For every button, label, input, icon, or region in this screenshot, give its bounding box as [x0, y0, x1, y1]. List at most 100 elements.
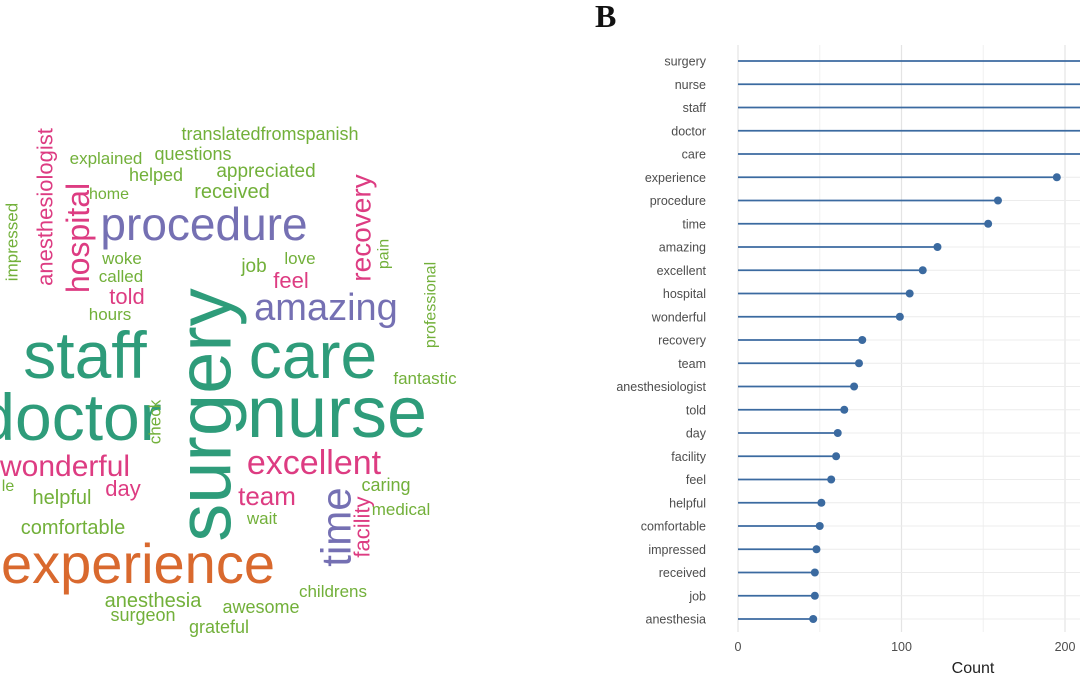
word-job: job [240, 256, 266, 277]
lollipop-point-anesthesiologist [850, 382, 859, 391]
word-anesthesia: anesthesia [105, 590, 203, 612]
category-label-helpful: helpful [669, 496, 706, 510]
word-questions: questions [154, 144, 231, 164]
category-label-amazing: amazing [659, 241, 706, 255]
lollipop-point-impressed [812, 545, 821, 554]
word-care: care [249, 318, 377, 392]
category-label-doctor: doctor [671, 124, 706, 138]
word-woke: woke [101, 249, 142, 268]
category-label-surgery: surgery [664, 55, 706, 69]
lollipop-point-experience [1052, 173, 1061, 182]
category-label-nurse: nurse [675, 78, 706, 92]
lollipop-point-told [840, 405, 849, 414]
word-le: le [2, 478, 15, 495]
word-feel: feel [273, 268, 308, 293]
word-procedure: procedure [100, 198, 307, 250]
lollipop-point-hospital [905, 289, 914, 298]
word-surgery: surgery [163, 288, 248, 541]
word-awesome: awesome [222, 597, 299, 617]
category-label-care: care [682, 148, 706, 162]
word-team: team [238, 481, 296, 511]
word-anesthesiologist: anesthesiologist [33, 128, 58, 286]
word-received: received [194, 181, 270, 203]
x-tick-label: 200 [1055, 640, 1076, 654]
lollipop-point-day [833, 429, 842, 437]
word-translatedfromspanish: translatedfromspanish [181, 124, 358, 144]
word-helped: helped [129, 165, 183, 185]
word-pain: pain [376, 239, 393, 269]
word-professional: professional [423, 262, 440, 348]
word-recovery: recovery [346, 174, 377, 281]
word-time: time [313, 487, 360, 566]
word-wonderful: wonderful [0, 450, 130, 483]
category-label-time: time [682, 217, 706, 231]
word-told: told [109, 284, 144, 309]
category-label-team: team [678, 357, 706, 371]
lollipop-point-feel [827, 475, 836, 484]
word-doctor: doctor [0, 380, 162, 454]
x-tick-label: 0 [735, 640, 742, 654]
word-hospital: hospital [60, 183, 96, 293]
word-childrens: childrens [299, 582, 367, 601]
word-experience: experience [1, 532, 275, 595]
lollipop-point-received [810, 568, 819, 577]
word-amazing: amazing [254, 287, 398, 329]
word-medical: medical [372, 500, 431, 519]
category-label-received: received [659, 566, 706, 580]
word-helpful: helpful [33, 487, 92, 509]
word-grateful: grateful [189, 617, 249, 637]
lollipop-point-facility [832, 452, 841, 461]
lollipop-point-team [854, 359, 863, 368]
category-label-procedure: procedure [650, 194, 706, 208]
word-explained: explained [70, 149, 143, 168]
word-fantastic: fantastic [393, 369, 457, 388]
word-home: home [89, 186, 129, 203]
lollipop-point-recovery [858, 336, 867, 344]
x-tick-label: 100 [891, 640, 912, 654]
category-label-impressed: impressed [648, 543, 706, 557]
word-comfortable: comfortable [21, 517, 126, 539]
word-love: love [284, 249, 315, 268]
category-label-anesthesiologist: anesthesiologist [616, 380, 706, 394]
category-label-comfortable: comfortable [641, 520, 706, 534]
word-facility: facility [350, 496, 375, 557]
lollipop-point-procedure [993, 196, 1002, 205]
category-label-facility: facility [671, 450, 706, 464]
word-caring: caring [361, 475, 410, 495]
category-label-excellent: excellent [657, 264, 707, 278]
grid [737, 45, 1080, 632]
word-wait: wait [246, 509, 278, 528]
category-label-wonderful: wonderful [651, 310, 706, 324]
word-excellent: excellent [247, 444, 382, 482]
panel-b-label: B [595, 0, 617, 34]
lollipop-point-comfortable [815, 522, 824, 530]
word-nurse: nurse [247, 373, 427, 453]
word-appreciated: appreciated [216, 161, 315, 182]
x-axis-label: Count [952, 660, 995, 675]
category-label-feel: feel [686, 473, 706, 487]
category-label-anesthesia: anesthesia [646, 613, 707, 627]
category-label-told: told [686, 403, 706, 417]
word-check: check [146, 399, 165, 444]
lollipop-point-wonderful [895, 312, 904, 321]
word-day: day [105, 476, 140, 501]
word-impressed: impressed [3, 203, 22, 281]
word-surgeon: surgeon [110, 605, 175, 625]
category-label-experience: experience [645, 171, 706, 185]
lollipop-point-anesthesia [809, 615, 818, 623]
word-staff: staff [23, 318, 147, 392]
category-label-day: day [686, 427, 707, 441]
lollipop-point-job [810, 591, 819, 600]
word-called: called [99, 267, 143, 286]
category-label-hospital: hospital [663, 287, 706, 301]
category-label-recovery: recovery [658, 334, 707, 348]
category-label-staff: staff [683, 101, 707, 115]
lollipop-point-helpful [817, 498, 826, 507]
category-label-job: job [688, 589, 706, 603]
word-hours: hours [89, 305, 132, 324]
lollipop-point-excellent [918, 266, 927, 275]
lollipop-point-amazing [933, 243, 942, 251]
lollipop-point-time [984, 219, 993, 228]
